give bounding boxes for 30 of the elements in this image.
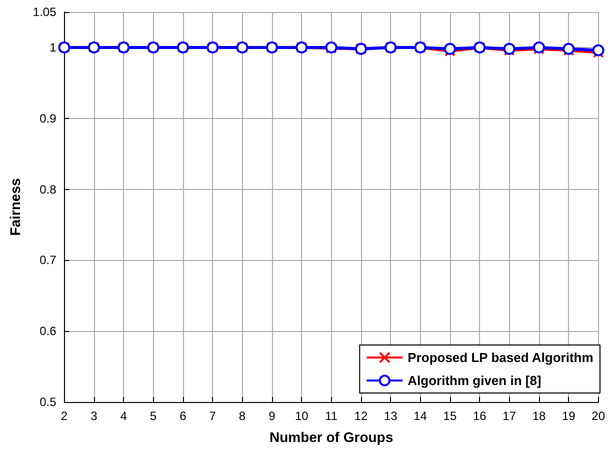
x-tick-label: 16 bbox=[472, 409, 487, 423]
y-tick-label: 0.6 bbox=[40, 324, 57, 338]
x-tick-label: 18 bbox=[532, 409, 546, 423]
x-tick-label: 15 bbox=[443, 409, 457, 423]
x-tick-label: 10 bbox=[294, 409, 309, 423]
x-tick-label: 8 bbox=[238, 409, 246, 423]
x-tick-label: 20 bbox=[592, 409, 606, 423]
y-tick-label: 0.9 bbox=[40, 111, 57, 126]
y-tick-label: 1.05 bbox=[32, 5, 57, 19]
y-tick-label: 0.8 bbox=[40, 182, 57, 196]
x-tick-label: 14 bbox=[414, 409, 428, 423]
x-tick-label: 4 bbox=[120, 409, 128, 423]
x-tick-label: 6 bbox=[180, 409, 187, 423]
y-tick-label: 0.7 bbox=[40, 253, 57, 268]
x-tick-label: 13 bbox=[384, 409, 398, 423]
x-tick-label: 19 bbox=[562, 409, 576, 423]
x-tick-label: 3 bbox=[90, 409, 98, 423]
x-tick-label: 5 bbox=[150, 409, 157, 423]
legend-label: Algorithm given in [8] bbox=[408, 373, 542, 388]
legend-label: Proposed LP based Algorithm bbox=[408, 350, 594, 365]
x-tick-label: 17 bbox=[502, 409, 516, 423]
x-tick-label: 12 bbox=[354, 409, 368, 423]
x-tick-label: 2 bbox=[60, 409, 68, 423]
y-axis-title: Fairness bbox=[7, 178, 23, 236]
y-tick-label: 0.5 bbox=[40, 395, 57, 409]
x-tick-label: 9 bbox=[268, 409, 276, 423]
x-tick-label: 11 bbox=[325, 409, 338, 423]
x-tick-label: 7 bbox=[209, 409, 216, 423]
x-axis-title: Number of Groups bbox=[269, 429, 394, 445]
y-tick-label: 1 bbox=[50, 40, 57, 54]
